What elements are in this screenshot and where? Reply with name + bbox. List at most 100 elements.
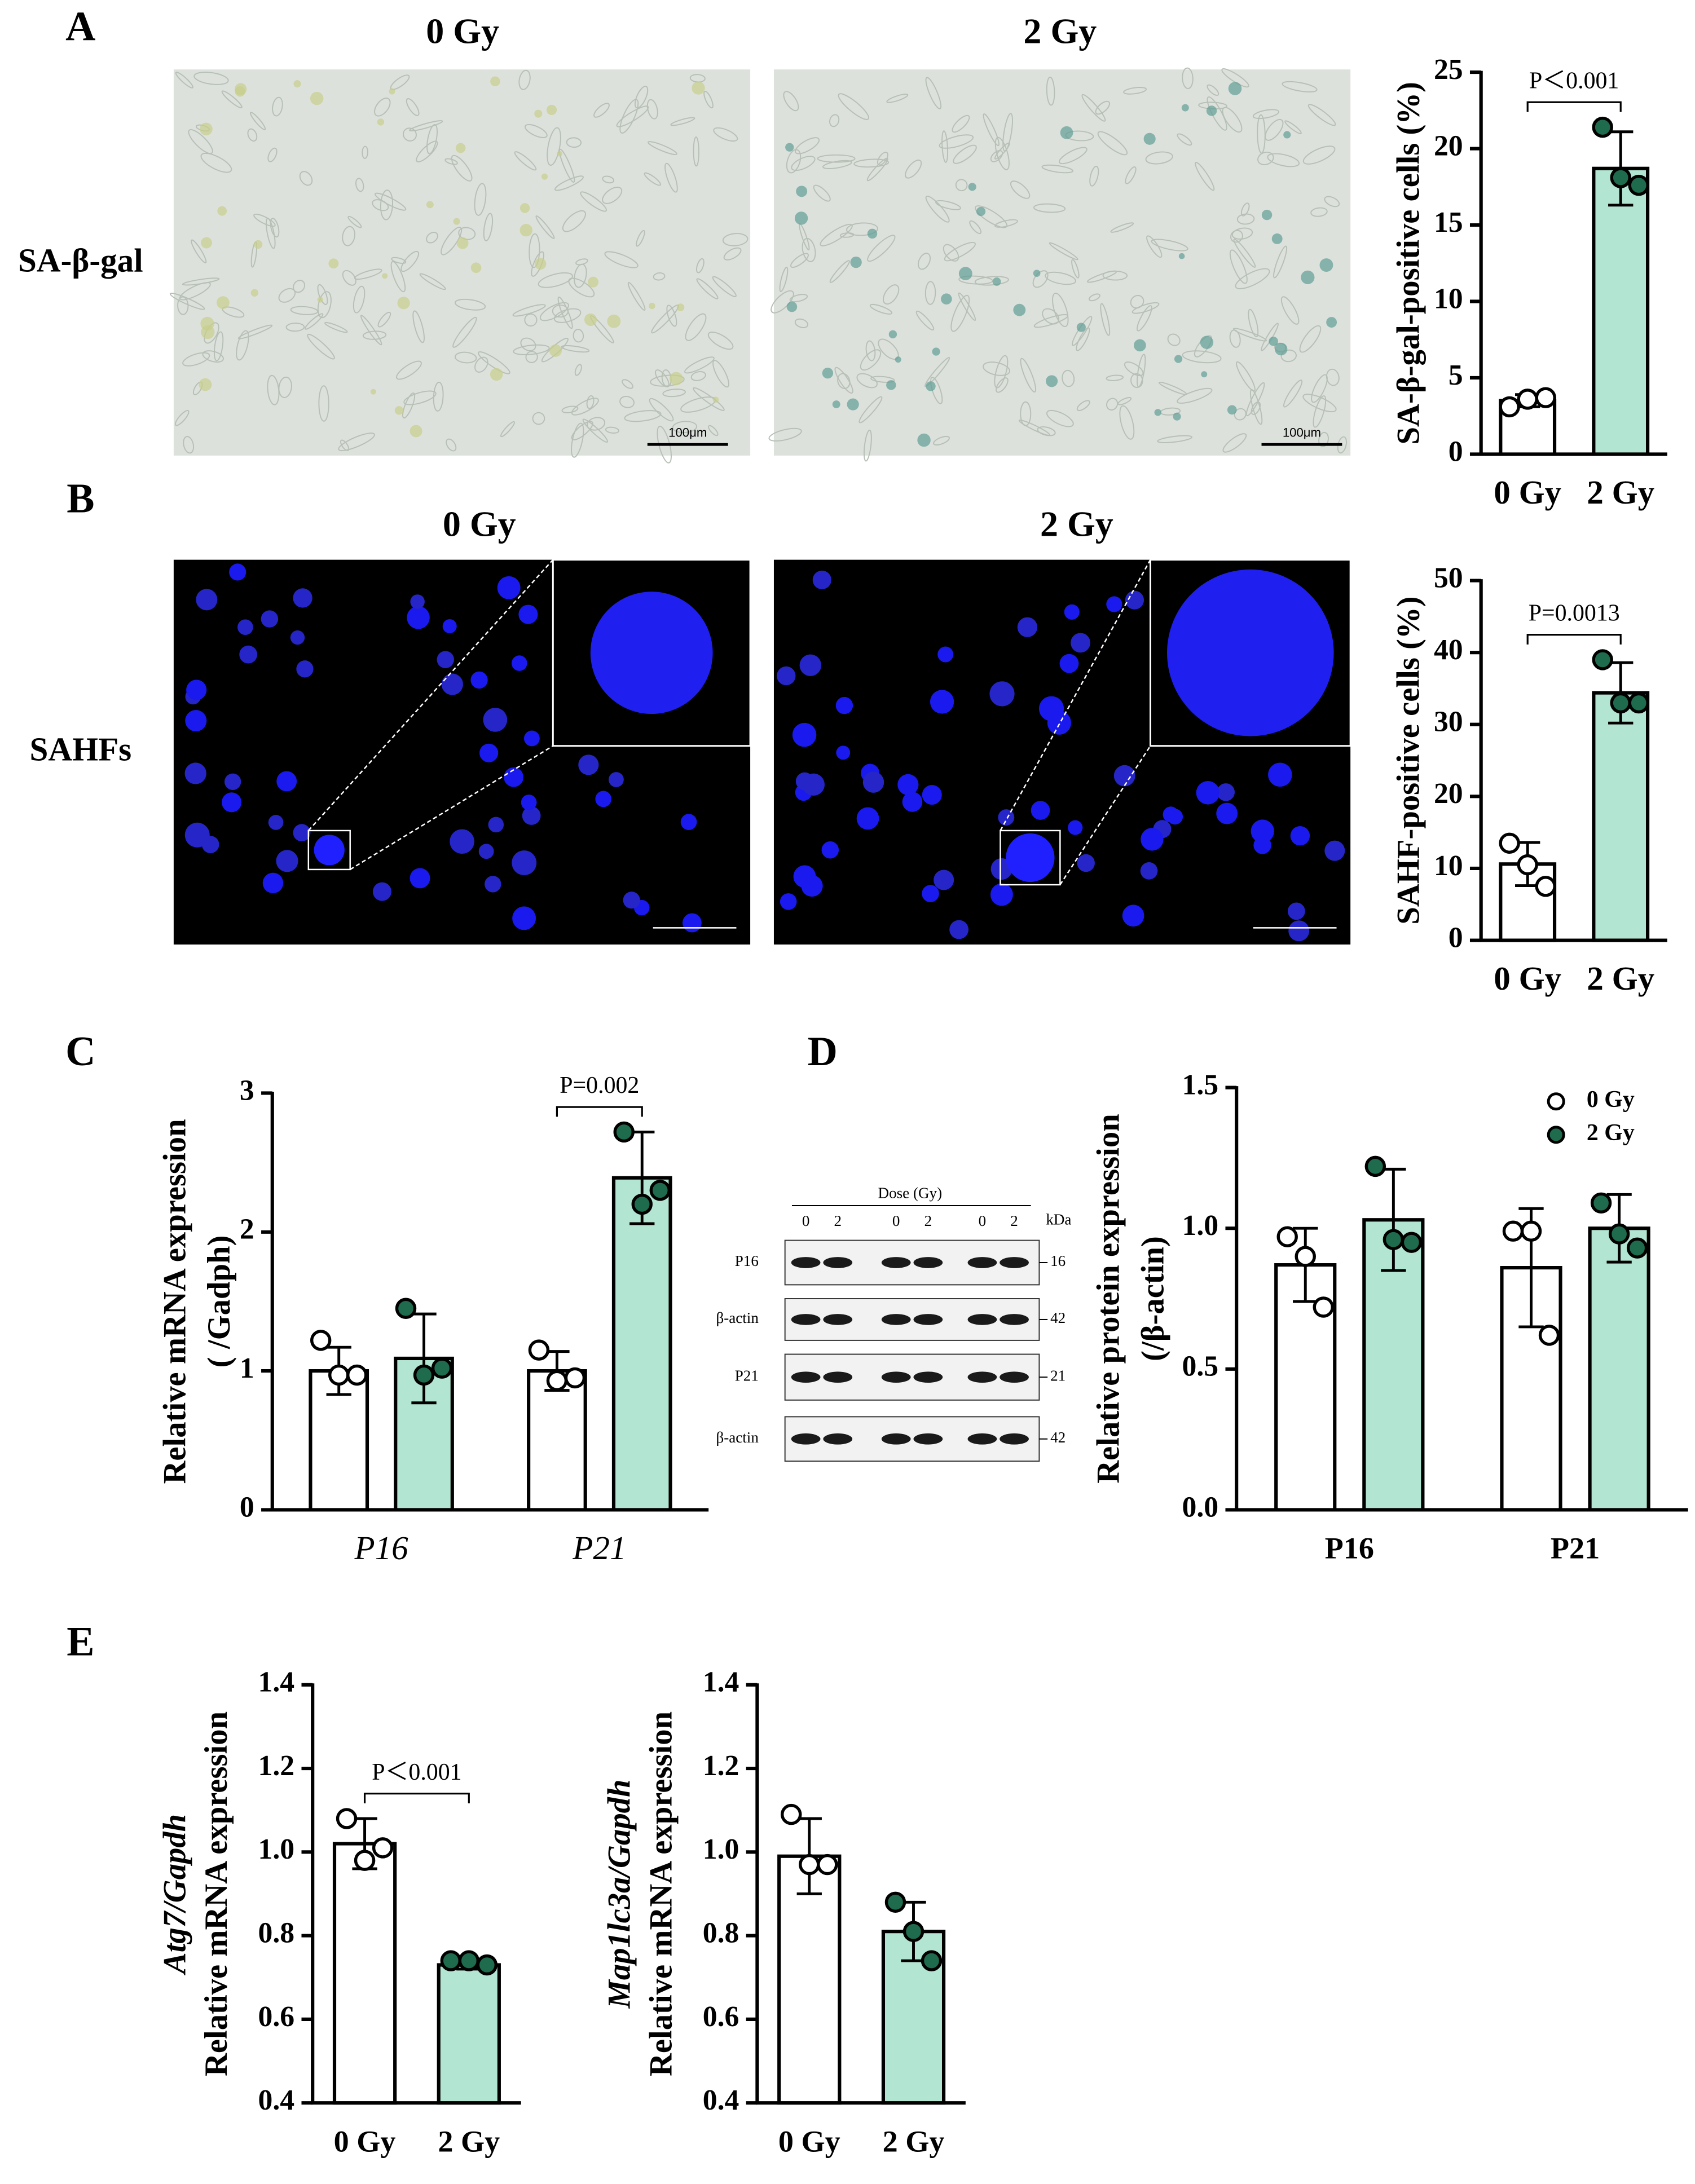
y-axis-label: ( /Gadph) xyxy=(202,1236,237,1368)
data-point xyxy=(440,1950,462,1971)
kda-label: 16 xyxy=(1050,1252,1066,1269)
cell xyxy=(380,189,394,220)
panel-label: B xyxy=(67,475,94,522)
cell xyxy=(571,422,584,458)
nucleus xyxy=(262,872,284,894)
y-tick-label: 2 xyxy=(240,1214,254,1246)
cell xyxy=(182,352,210,367)
data-point xyxy=(1499,396,1520,418)
cell xyxy=(791,156,816,171)
data-point xyxy=(413,1364,435,1386)
cell xyxy=(822,160,852,169)
cell xyxy=(1280,349,1297,363)
stained-cell xyxy=(822,367,834,379)
cell xyxy=(712,360,729,388)
bar xyxy=(527,1369,587,1512)
data-point xyxy=(354,1850,376,1871)
cell xyxy=(426,232,438,244)
cell xyxy=(535,215,555,239)
cell xyxy=(347,215,362,228)
cell xyxy=(1146,235,1163,258)
stained-cell xyxy=(389,88,395,95)
cell xyxy=(1233,239,1256,268)
cell xyxy=(483,213,494,241)
nucleus xyxy=(239,645,258,664)
nucleus xyxy=(856,807,879,830)
cell xyxy=(783,91,799,112)
cell xyxy=(602,175,615,184)
cell xyxy=(174,410,190,426)
nucleus xyxy=(902,792,923,812)
cell xyxy=(1033,203,1066,213)
x-tick-label: 0 Gy xyxy=(778,2124,840,2158)
bar xyxy=(777,1854,842,2105)
stained-cell xyxy=(217,296,230,310)
data-point xyxy=(613,1121,635,1143)
stained-cell xyxy=(1227,405,1237,415)
cell xyxy=(866,157,888,182)
band xyxy=(881,1314,911,1325)
nucleus xyxy=(683,913,702,933)
cell xyxy=(1229,249,1248,284)
cell xyxy=(561,405,579,413)
cell xyxy=(1097,131,1128,156)
cell xyxy=(403,127,417,142)
cell xyxy=(1076,400,1090,411)
cell xyxy=(568,277,595,298)
significance-label: P＜0.001 xyxy=(372,1759,461,1785)
nucleus xyxy=(222,792,242,813)
cell xyxy=(1095,100,1111,115)
stained-cell xyxy=(370,389,376,395)
column-title: 0 Gy xyxy=(443,504,516,544)
cell xyxy=(408,120,443,132)
nucleus xyxy=(835,696,853,714)
stained-cell xyxy=(534,109,543,118)
stained-cell xyxy=(410,425,422,438)
y-axis-label: Map1lc3a/Gapdh xyxy=(602,1779,637,2009)
nucleus xyxy=(1140,862,1158,880)
nucleus xyxy=(276,771,297,792)
data-point xyxy=(1592,116,1613,138)
y-tick-label: 1.0 xyxy=(258,1833,295,1865)
cell xyxy=(446,438,457,452)
y-tick-label: 1.4 xyxy=(703,1666,739,1698)
cell xyxy=(933,435,950,445)
cell xyxy=(1273,245,1288,279)
stained-cell xyxy=(235,86,245,97)
nucleus xyxy=(989,681,1015,707)
y-tick-label: 50 xyxy=(1434,562,1463,594)
cell xyxy=(789,294,808,303)
nucleus xyxy=(1059,654,1079,673)
data-point xyxy=(1295,1246,1316,1267)
nucleus xyxy=(812,570,831,589)
bar xyxy=(1592,691,1650,942)
cell xyxy=(554,175,584,191)
nucleus xyxy=(497,576,521,599)
cell xyxy=(253,213,276,227)
cell xyxy=(377,311,391,328)
nucleus xyxy=(1290,826,1310,846)
nucleus xyxy=(296,660,314,678)
cell xyxy=(713,127,738,142)
cell xyxy=(307,333,335,360)
cell xyxy=(1222,107,1243,133)
x-tick-label: P16 xyxy=(1325,1532,1374,1565)
data-point xyxy=(1592,649,1613,670)
cell xyxy=(193,72,229,85)
cell xyxy=(723,247,742,261)
stained-cell xyxy=(832,400,840,408)
cell xyxy=(1248,308,1259,338)
stained-cell xyxy=(519,203,530,213)
stained-cell xyxy=(1181,104,1189,112)
nucleus xyxy=(442,619,457,634)
stained-cell xyxy=(1200,336,1214,349)
data-point xyxy=(817,1854,838,1876)
row-label: SAHFs xyxy=(30,731,132,768)
zoom-line xyxy=(307,559,554,831)
dose-label: 2 xyxy=(924,1212,932,1229)
cell xyxy=(586,395,595,409)
data-point xyxy=(1520,1220,1542,1242)
cell xyxy=(372,199,389,211)
nucleus xyxy=(1106,596,1122,612)
